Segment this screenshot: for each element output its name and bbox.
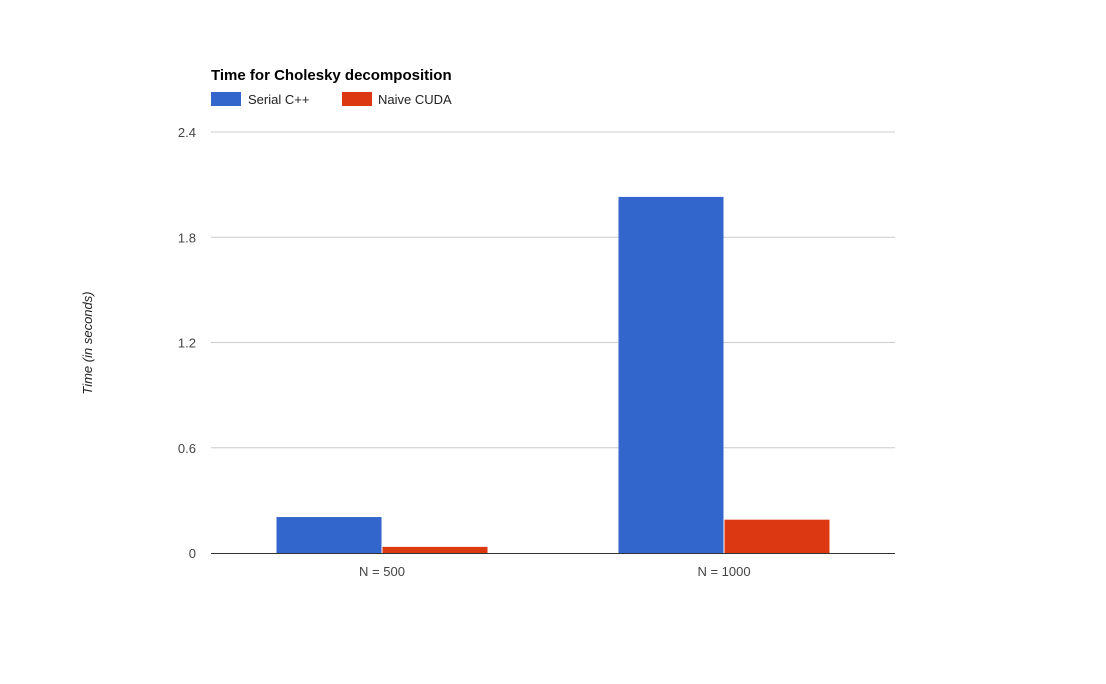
x-tick-label: N = 1000 <box>697 564 750 579</box>
bars <box>276 196 830 553</box>
legend-item-cuda: Naive CUDA <box>342 92 452 107</box>
y-axis-title: Time (in seconds) <box>80 291 95 394</box>
legend: Serial C++ Naive CUDA <box>211 92 452 107</box>
bar-serial-0 <box>276 517 382 553</box>
legend-swatch-serial <box>211 92 241 106</box>
y-tick-label: 1.2 <box>178 336 196 351</box>
chart-title: Time for Cholesky decomposition <box>211 67 452 84</box>
y-axis-tick-labels: 0 0.6 1.2 1.8 2.4 <box>178 125 196 561</box>
y-tick-label: 1.8 <box>178 230 196 245</box>
gridlines <box>211 131 895 449</box>
bar-serial-1 <box>618 196 724 553</box>
y-tick-label: 2.4 <box>178 125 196 140</box>
legend-item-serial: Serial C++ <box>211 92 309 107</box>
x-axis-tick-labels: N = 500 N = 1000 <box>359 564 751 579</box>
x-tick-label: N = 500 <box>359 564 405 579</box>
bar-cuda-1 <box>724 519 830 553</box>
y-tick-label: 0.6 <box>178 441 196 456</box>
bar-cuda-0 <box>382 546 488 553</box>
y-tick-label: 0 <box>189 546 196 561</box>
legend-label-serial: Serial C++ <box>248 92 309 107</box>
legend-swatch-cuda <box>342 92 372 106</box>
legend-label-cuda: Naive CUDA <box>378 92 452 107</box>
